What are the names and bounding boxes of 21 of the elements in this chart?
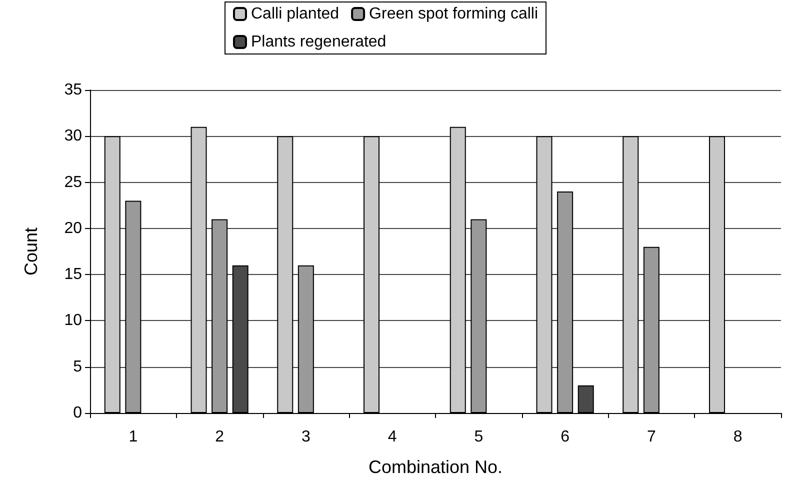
legend-label: Plants regenerated: [251, 34, 386, 50]
x-tick-label: 3: [301, 428, 310, 446]
x-tick-label: 7: [646, 428, 656, 446]
y-tick-label: 30: [64, 128, 82, 145]
x-tick-label: 8: [733, 428, 742, 446]
y-tick-label: 25: [64, 174, 82, 191]
x-tick-label: 6: [560, 428, 570, 446]
y-tick-label: 15: [64, 266, 82, 284]
x-tick-label: 4: [388, 428, 397, 446]
y-tick-label: 20: [64, 220, 82, 237]
y-tick-label: 5: [73, 358, 82, 376]
x-axis-title: Combination No.: [368, 457, 503, 477]
y-tick-label: 10: [64, 312, 82, 330]
y-tick-label: 0: [73, 404, 82, 422]
y-tick-label: 35: [64, 82, 82, 98]
y-axis-title: Count: [21, 227, 41, 276]
legend-label: Calli planted: [251, 6, 340, 22]
x-tick-label: 1: [128, 428, 138, 446]
x-tick-label: 5: [474, 428, 484, 446]
x-tick-label: 2: [215, 428, 224, 446]
legend-label: Green spot forming calli: [369, 6, 538, 22]
